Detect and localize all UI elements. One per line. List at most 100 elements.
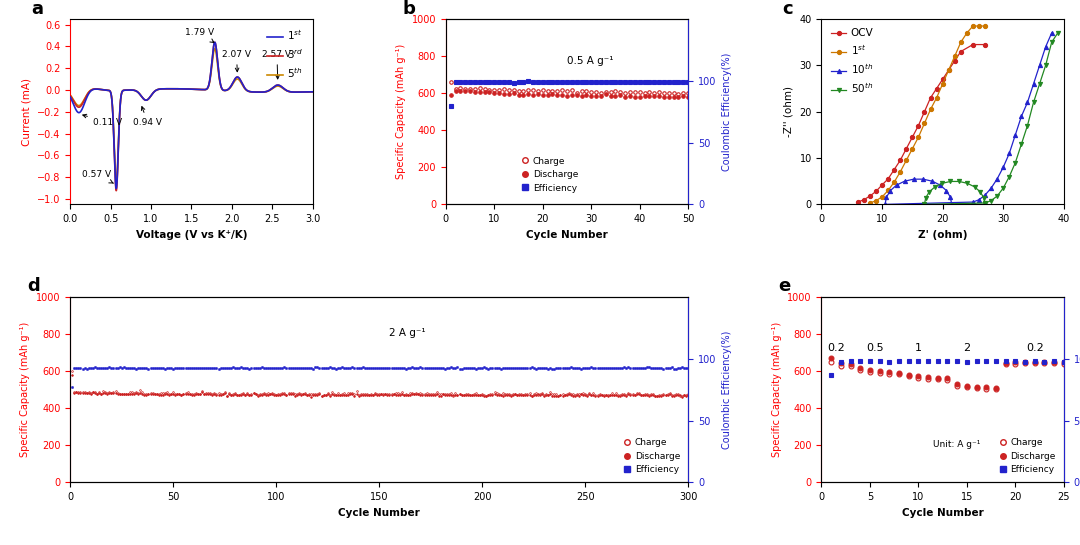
50$^{th}$ (944, 178, 957, 185)
1$^{st}$ (960, 30, 973, 37)
Text: 0.2: 0.2 (1026, 343, 1043, 353)
10$^{th}$ (890, 182, 903, 189)
50$^{th}$ (968, 184, 981, 190)
50$^{th}$ (1021, 122, 1034, 129)
Legend: OCV, 1$^{st}$, 10$^{th}$, 50$^{th}$: OCV, 1$^{st}$, 10$^{th}$, 50$^{th}$ (826, 25, 878, 100)
50$^{th}$ (1009, 159, 1022, 166)
1$^{st}$ (912, 134, 924, 141)
50$^{th}$ (918, 201, 931, 208)
1$^{st}$ (936, 81, 949, 87)
10$^{th}$ (1039, 44, 1052, 50)
10$^{th}$ (1027, 81, 1040, 87)
X-axis label: Cycle Number: Cycle Number (526, 229, 608, 240)
1$^{st}$ (967, 23, 980, 29)
1$^{st}$ (888, 179, 901, 185)
50$^{th}$ (974, 189, 987, 195)
50$^{th}$ (1051, 30, 1064, 37)
OCV (942, 66, 955, 73)
OCV (900, 146, 913, 152)
OCV (967, 41, 980, 48)
OCV (869, 188, 882, 195)
50$^{th}$ (929, 184, 942, 190)
1$^{st}$ (972, 23, 985, 29)
10$^{th}$ (944, 194, 957, 201)
Y-axis label: Specific Capacity (mAh g⁻¹): Specific Capacity (mAh g⁻¹) (772, 322, 782, 457)
OCV (888, 166, 901, 173)
50$^{th}$ (990, 193, 1003, 199)
OCV (978, 41, 991, 48)
10$^{th}$ (985, 185, 998, 191)
50$^{th}$ (919, 195, 932, 201)
10$^{th}$ (899, 178, 912, 184)
Text: d: d (27, 277, 40, 295)
OCV (948, 58, 961, 64)
10$^{th}$ (945, 201, 958, 208)
10$^{th}$ (978, 192, 991, 198)
50$^{th}$ (978, 199, 991, 206)
50$^{th}$ (1015, 141, 1028, 148)
OCV (894, 157, 907, 164)
Y-axis label: Current (mA): Current (mA) (22, 78, 31, 146)
OCV (936, 76, 949, 82)
Legend: Charge, Discharge, Efficiency: Charge, Discharge, Efficiency (620, 434, 684, 478)
Text: 0.11 V: 0.11 V (83, 114, 122, 127)
10$^{th}$ (1045, 30, 1058, 37)
1$^{st}$ (900, 157, 913, 164)
1$^{st}$ (930, 94, 943, 101)
1$^{st}$ (948, 53, 961, 59)
Text: 0.5: 0.5 (866, 343, 883, 353)
OCV (863, 193, 876, 199)
OCV (930, 85, 943, 92)
10$^{th}$ (917, 176, 930, 183)
10$^{th}$ (1015, 113, 1028, 120)
OCV (876, 181, 889, 188)
50$^{th}$ (1034, 81, 1047, 87)
OCV (881, 175, 894, 182)
Line: 50$^{th}$: 50$^{th}$ (922, 31, 1059, 207)
10$^{th}$ (883, 187, 896, 194)
Text: 2.07 V: 2.07 V (222, 50, 251, 72)
50$^{th}$ (985, 197, 998, 204)
10$^{th}$ (879, 201, 892, 208)
1$^{st}$ (881, 187, 894, 194)
1$^{st}$ (942, 66, 955, 73)
Legend: Charge, Discharge, Efficiency: Charge, Discharge, Efficiency (996, 434, 1059, 478)
50$^{th}$ (1027, 99, 1040, 106)
Y-axis label: -Z'' (ohm): -Z'' (ohm) (784, 86, 794, 137)
10$^{th}$ (997, 164, 1010, 171)
X-axis label: Voltage (V vs K⁺/K): Voltage (V vs K⁺/K) (136, 229, 247, 240)
OCV (858, 196, 870, 203)
1$^{st}$ (924, 106, 937, 113)
Text: 0.94 V: 0.94 V (133, 107, 162, 127)
Text: c: c (783, 0, 794, 17)
Line: 1$^{st}$: 1$^{st}$ (868, 24, 987, 205)
10$^{th}$ (926, 178, 939, 184)
Line: 10$^{th}$: 10$^{th}$ (883, 31, 1054, 207)
50$^{th}$ (977, 195, 990, 201)
Text: 0.57 V: 0.57 V (82, 170, 113, 183)
1$^{st}$ (876, 193, 889, 200)
10$^{th}$ (967, 199, 980, 205)
Y-axis label: Specific Capacity (mAh g⁻¹): Specific Capacity (mAh g⁻¹) (21, 322, 30, 457)
Text: Unit: A g⁻¹: Unit: A g⁻¹ (933, 440, 981, 449)
Text: 1.79 V: 1.79 V (185, 28, 214, 43)
10$^{th}$ (1034, 62, 1047, 69)
Text: 2.57 V: 2.57 V (262, 50, 292, 79)
Y-axis label: Coulombic Efficiency(%): Coulombic Efficiency(%) (721, 52, 732, 171)
Text: b: b (402, 0, 415, 17)
10$^{th}$ (1003, 150, 1016, 157)
50$^{th}$ (1003, 173, 1016, 180)
Y-axis label: Coulombic Efficiency(%): Coulombic Efficiency(%) (721, 330, 732, 449)
50$^{th}$ (922, 189, 935, 195)
10$^{th}$ (934, 182, 947, 189)
1$^{st}$ (978, 23, 991, 29)
OCV (851, 199, 864, 205)
Y-axis label: Specific Capacity (mAh g⁻¹): Specific Capacity (mAh g⁻¹) (396, 44, 406, 179)
1$^{st}$ (894, 168, 907, 175)
Legend: 1$^{st}$, 3$^{rd}$, 5$^{th}$: 1$^{st}$, 3$^{rd}$, 5$^{th}$ (262, 25, 308, 84)
50$^{th}$ (953, 178, 966, 185)
X-axis label: Z' (ohm): Z' (ohm) (918, 229, 968, 240)
50$^{th}$ (961, 180, 974, 186)
Text: e: e (778, 277, 791, 295)
Text: 2 A g⁻¹: 2 A g⁻¹ (390, 328, 427, 338)
